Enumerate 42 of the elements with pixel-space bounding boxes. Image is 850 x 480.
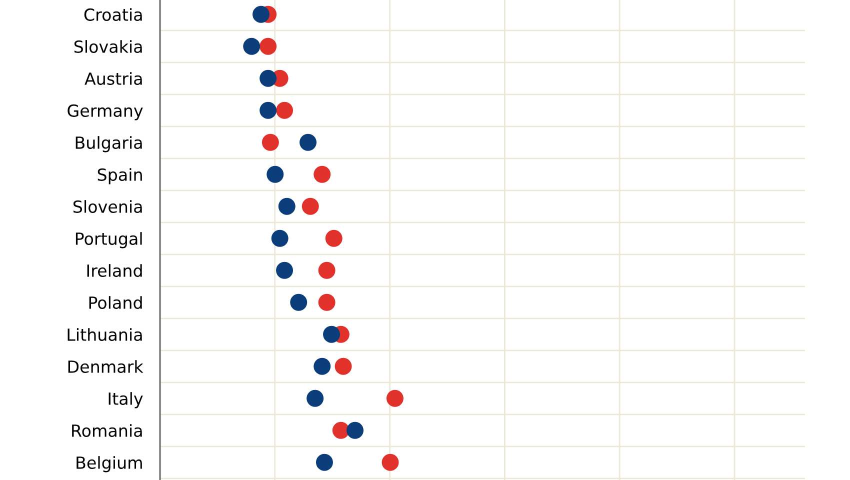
y-tick-label: Spain [98, 168, 142, 184]
y-tick-label: Bulgaria [76, 136, 142, 152]
point [262, 134, 279, 151]
point [386, 390, 404, 407]
y-tick-label: Italy [108, 392, 143, 408]
point [346, 422, 364, 439]
point [314, 358, 331, 375]
point [316, 454, 333, 471]
y-tick-label: Poland [89, 296, 142, 309]
y-tick-label: Austria [84, 72, 142, 85]
point [276, 262, 294, 279]
point [271, 230, 288, 247]
point [243, 38, 260, 55]
point [382, 454, 399, 471]
y-tick-label: Denmark [68, 360, 144, 373]
point [334, 358, 352, 375]
point [290, 294, 308, 311]
y-tick-label: Lithuania [68, 328, 142, 341]
point [300, 134, 317, 151]
point [318, 262, 336, 279]
point [325, 230, 342, 247]
y-tick-label: Romania [72, 424, 142, 437]
y-tick-label: Slovakia [74, 40, 142, 53]
y-tick-label: Slovenia [73, 200, 142, 213]
y-tick-label: Belgium [76, 456, 142, 472]
point [260, 38, 277, 55]
point [260, 70, 277, 87]
point [332, 422, 350, 439]
y-tick-label: Germany [68, 104, 143, 120]
y-tick-label: Portugal [76, 232, 142, 248]
y-tick-label: Croatia [84, 8, 142, 21]
point [266, 166, 284, 183]
point [306, 390, 324, 407]
point [260, 102, 277, 119]
point [318, 294, 336, 311]
point [278, 198, 296, 215]
point [323, 326, 340, 343]
point [276, 102, 294, 119]
point [302, 198, 319, 215]
y-tick-label: Ireland [87, 264, 142, 277]
point [252, 6, 270, 23]
point [314, 166, 331, 183]
